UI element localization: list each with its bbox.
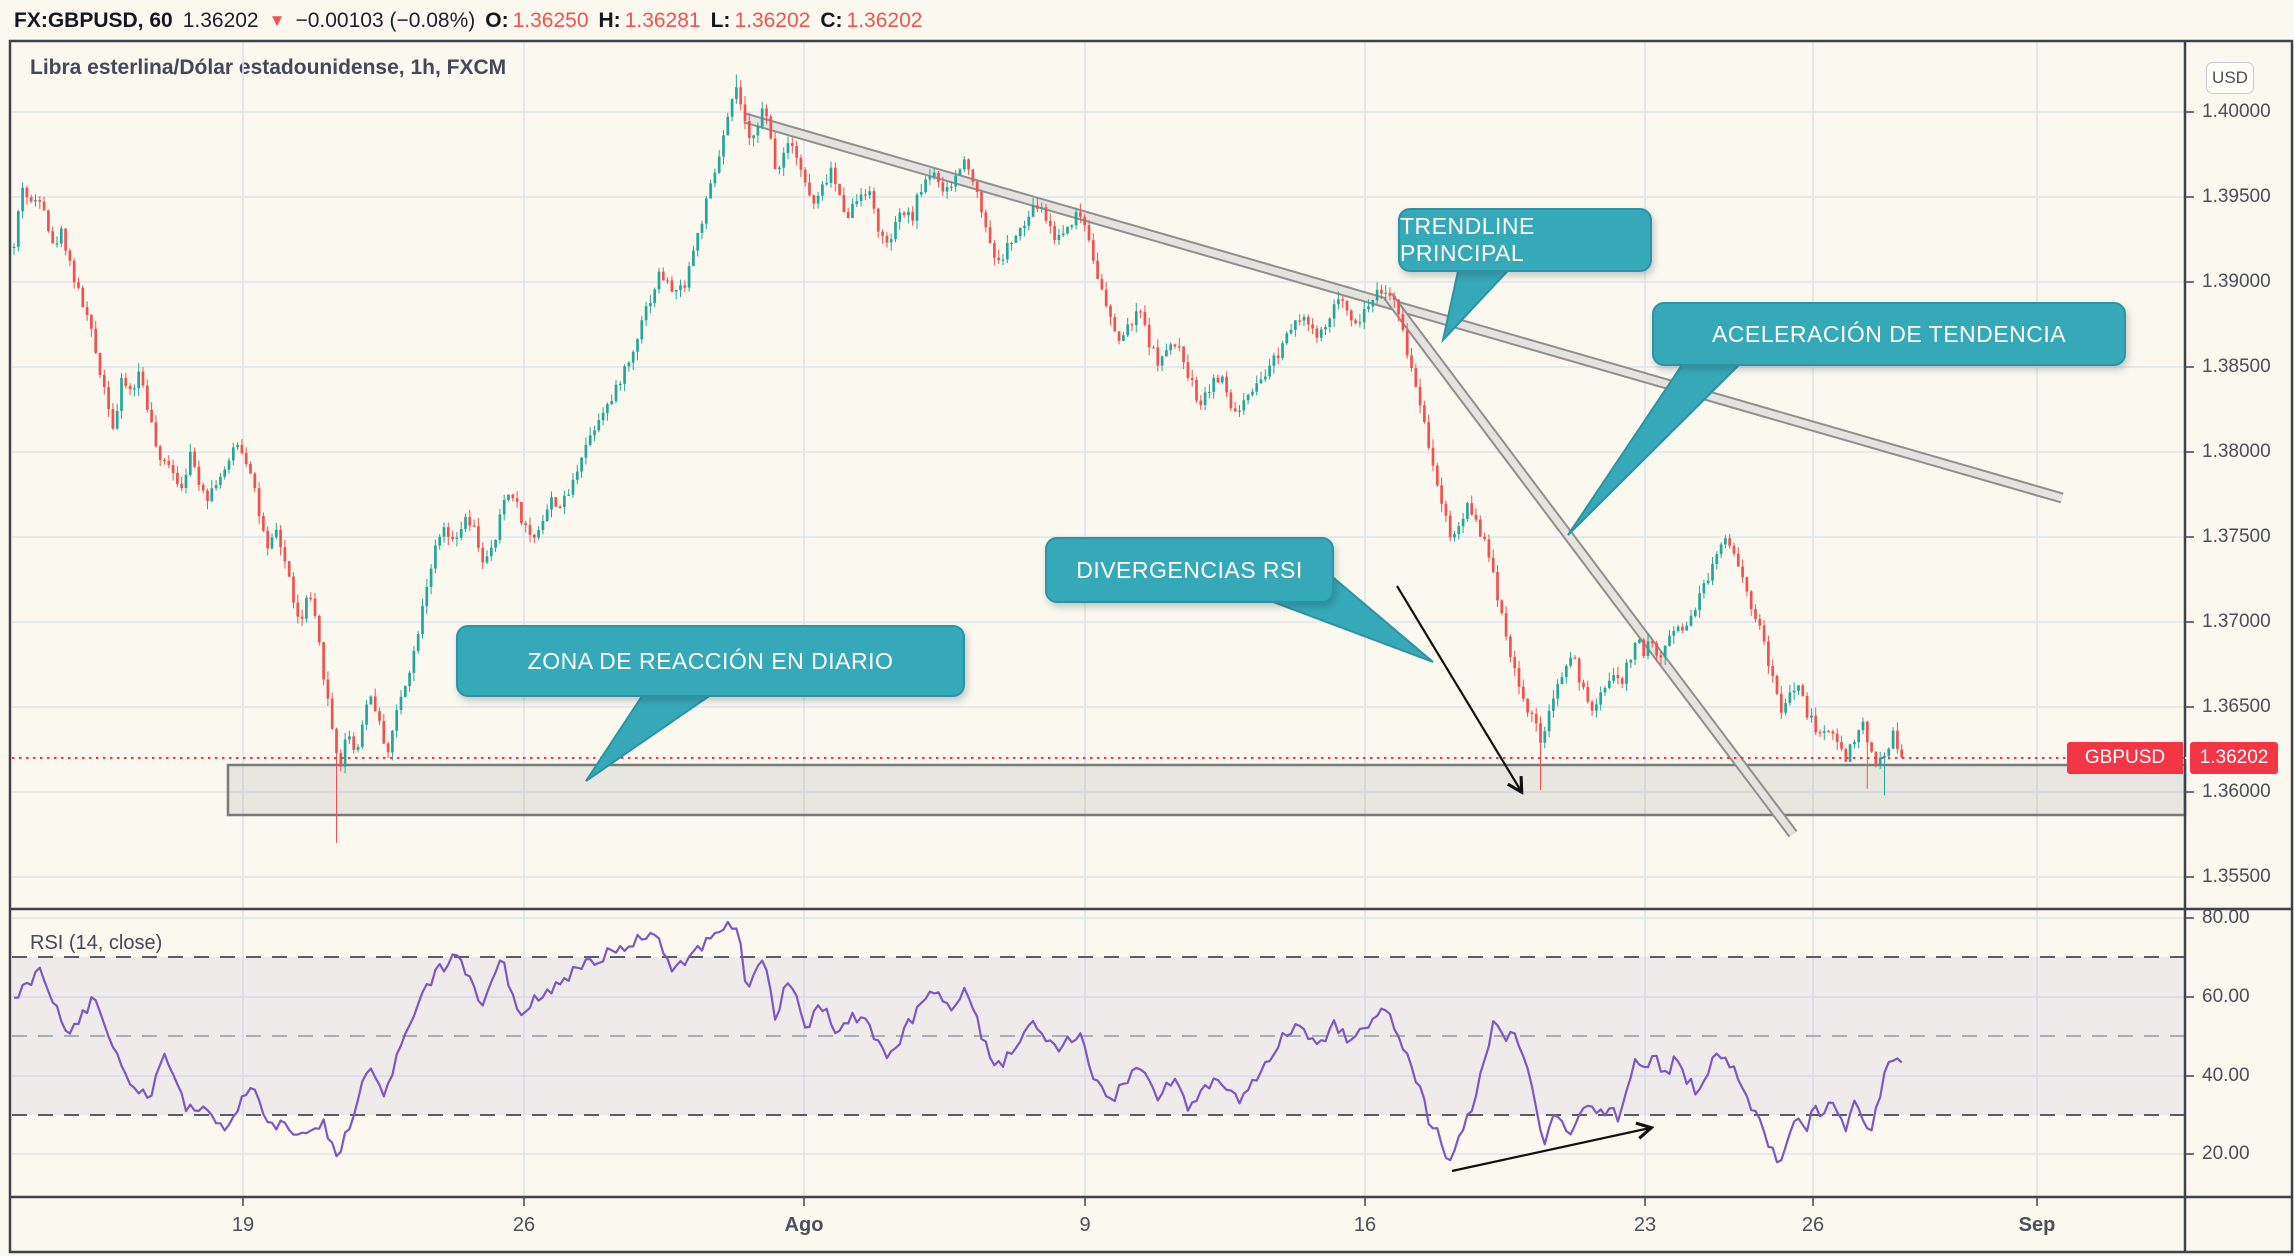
high-value: 1.36281 — [624, 9, 701, 32]
price-axis-label[interactable]: 1.37500 — [2202, 526, 2271, 547]
last-price-axis-badge: 1.36202 — [2190, 742, 2278, 774]
rsi-indicator-label[interactable]: RSI (14, close) — [30, 932, 163, 954]
time-axis-label[interactable]: 26 — [1801, 1214, 1825, 1236]
rsi-line-series — [14, 920, 1903, 1164]
currency-unit-button[interactable]: USD — [2206, 62, 2254, 94]
price-axis-label[interactable]: 1.36500 — [2202, 696, 2271, 717]
quote-header: FX:GBPUSD, 60 1.36202 ▼ −0.00103 (−0.08%… — [14, 6, 922, 36]
time-axis-label[interactable]: Sep — [2018, 1214, 2056, 1236]
rsi-axis-label[interactable]: 40.00 — [2202, 1065, 2250, 1086]
callout-zona-de-reaccion[interactable]: ZONA DE REACCIÓN EN DIARIO — [456, 625, 965, 697]
price-axis-label[interactable]: 1.36000 — [2202, 781, 2271, 802]
time-axis-label[interactable]: 16 — [1353, 1214, 1377, 1236]
close-value: 1.36202 — [846, 9, 923, 32]
last-price: 1.36202 — [182, 9, 259, 32]
time-axis-label[interactable]: 9 — [1079, 1214, 1091, 1236]
pane-title: Libra esterlina/Dólar estadounidense, 1h… — [30, 56, 507, 79]
price-axis-label[interactable]: 1.38000 — [2202, 441, 2271, 462]
price-axis-label[interactable]: 1.35500 — [2202, 866, 2271, 887]
rsi-axis-label[interactable]: 60.00 — [2202, 986, 2250, 1007]
rsi-divergence-arrow[interactable] — [1451, 1128, 1650, 1173]
high-label: H: — [598, 9, 621, 32]
price-axis-label[interactable]: 1.39000 — [2202, 271, 2271, 292]
callout-aceleracion-de-tendencia[interactable]: ACELERACIÓN DE TENDENCIA — [1652, 302, 2126, 366]
callout-trendline-principal[interactable]: TRENDLINE PRINCIPAL — [1398, 208, 1652, 272]
price-divergence-arrow[interactable] — [1396, 585, 1521, 791]
time-axis-label[interactable]: 19 — [231, 1214, 255, 1236]
low-label: L: — [710, 9, 731, 32]
time-axis-label[interactable]: 26 — [512, 1214, 536, 1236]
price-change: −0.00103 (−0.08%) — [295, 9, 476, 32]
price-axis-label[interactable]: 1.37000 — [2202, 611, 2271, 632]
time-axis-label[interactable]: 23 — [1633, 1214, 1657, 1236]
callout-divergencias-rsi[interactable]: DIVERGENCIAS RSI — [1045, 537, 1334, 603]
reaction-zone-rectangle[interactable] — [226, 763, 2187, 817]
open-value: 1.36250 — [512, 9, 589, 32]
open-label: O: — [485, 9, 509, 32]
symbol-price-badge: GBPUSD — [2067, 742, 2183, 774]
candlestick-series — [12, 74, 1904, 843]
low-value: 1.36202 — [734, 9, 811, 32]
close-label: C: — [820, 9, 843, 32]
down-arrow-icon: ▼ — [268, 11, 286, 30]
price-axis-label[interactable]: 1.38500 — [2202, 356, 2271, 377]
price-axis-label[interactable]: 1.39500 — [2202, 186, 2271, 207]
rsi-axis-label[interactable]: 20.00 — [2202, 1143, 2250, 1164]
symbol-interval[interactable]: FX:GBPUSD, 60 — [14, 9, 173, 32]
time-axis-label[interactable]: Ago — [784, 1214, 824, 1236]
rsi-axis-label[interactable]: 80.00 — [2202, 907, 2250, 928]
price-axis-label[interactable]: 1.40000 — [2202, 101, 2271, 122]
